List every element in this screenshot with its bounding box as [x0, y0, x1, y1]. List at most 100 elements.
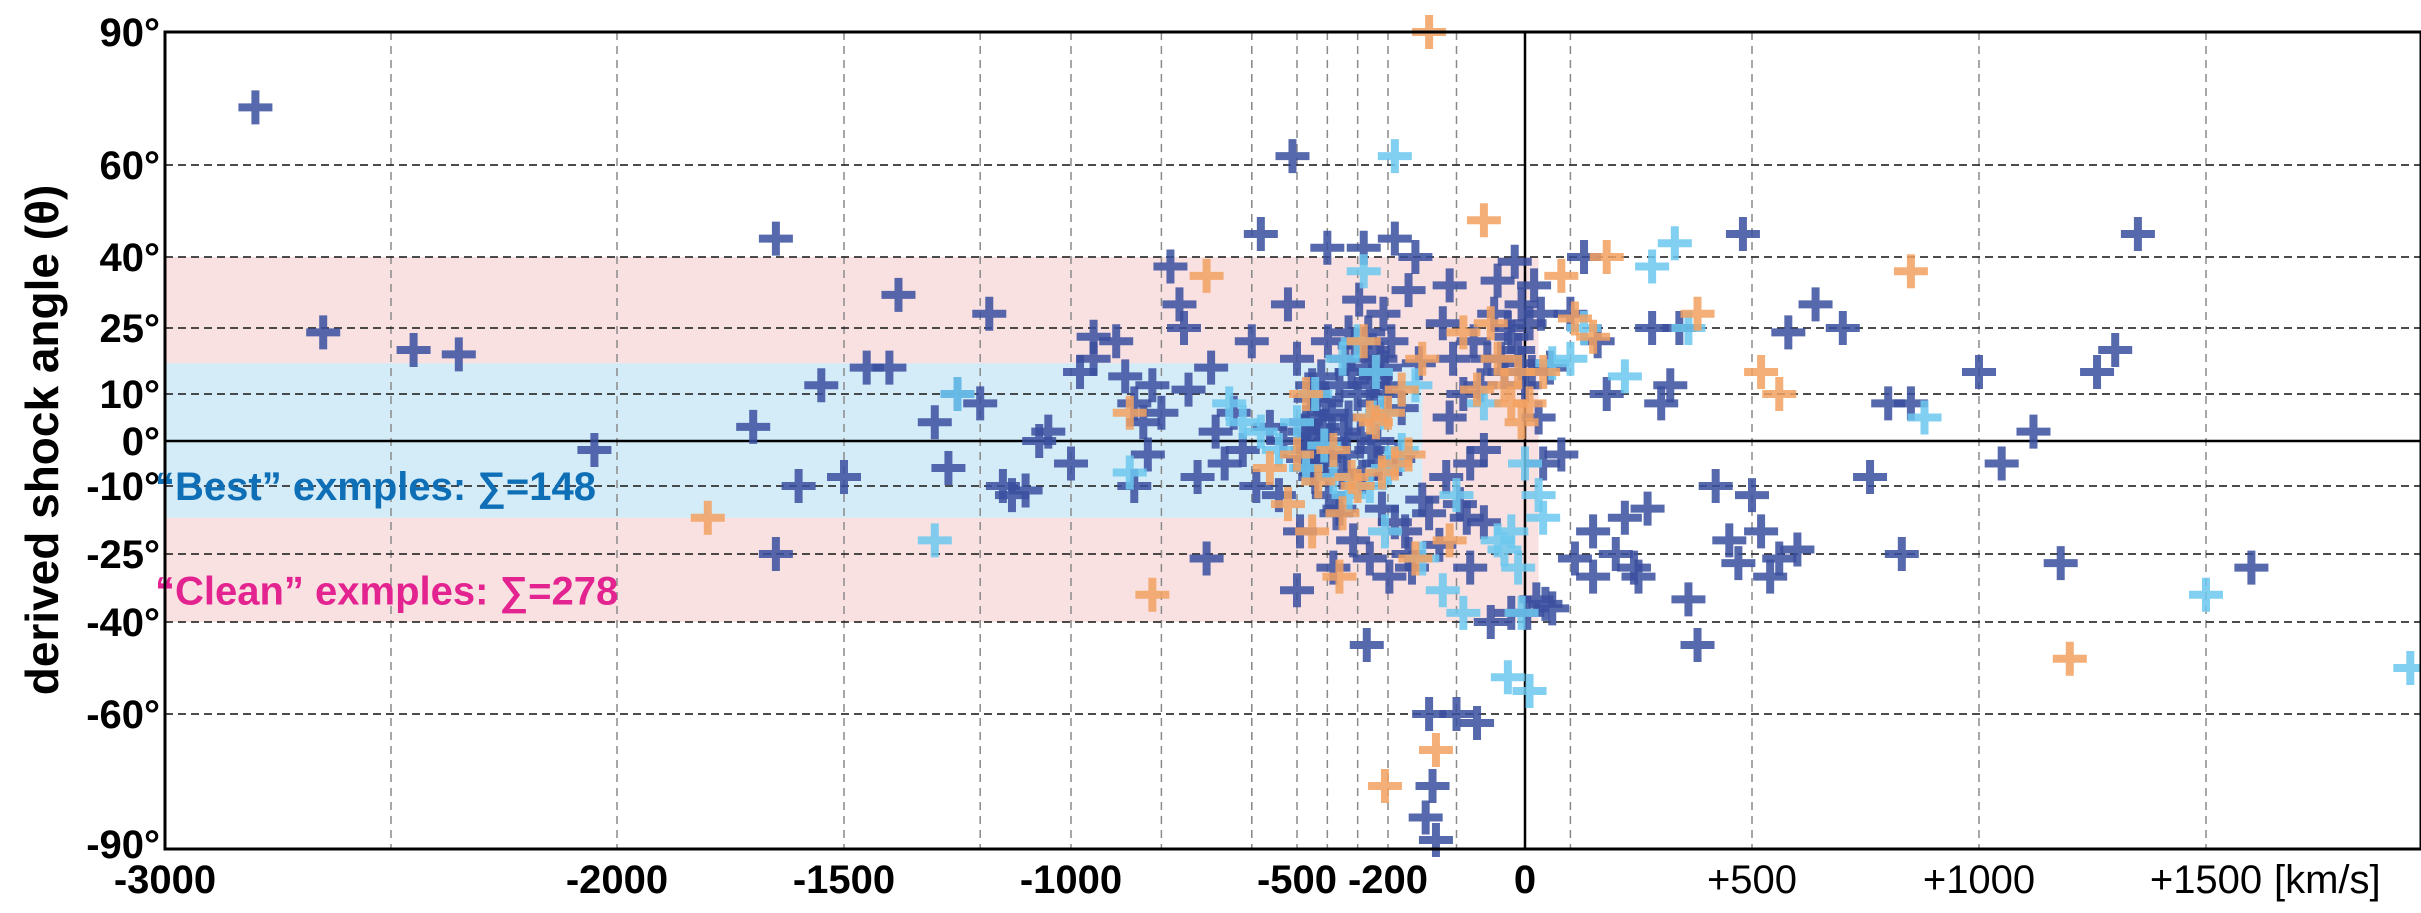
data-point	[1372, 559, 1407, 594]
data-point	[1054, 446, 1088, 481]
data-point	[1408, 800, 1443, 835]
data-point	[1371, 395, 1405, 430]
data-point	[1076, 341, 1111, 376]
y-tick-label: 25°	[100, 307, 161, 351]
data-point	[1425, 306, 1460, 341]
x-tick-label: -200	[1348, 858, 1428, 902]
data-point	[1453, 550, 1488, 585]
data-point	[1473, 605, 1508, 639]
y-tick-label: -10°	[86, 465, 160, 509]
data-point	[1322, 559, 1357, 594]
data-point	[1243, 217, 1278, 251]
data-point	[1528, 586, 1563, 621]
data-point	[963, 386, 998, 421]
data-point	[1635, 249, 1670, 284]
data-point	[1771, 315, 1806, 350]
data-point	[1212, 386, 1247, 421]
data-point	[1512, 386, 1547, 421]
data-point	[1436, 341, 1471, 376]
data-point	[1557, 301, 1592, 336]
data-point	[1135, 577, 1170, 612]
x-tick-label: -1000	[1020, 858, 1122, 902]
y-tick-label: -40°	[86, 601, 160, 645]
data-point	[1657, 226, 1692, 261]
data-point	[781, 469, 816, 503]
data-point	[1598, 537, 1633, 571]
data-point	[1198, 414, 1233, 449]
annotation-label: “Clean” exmples: ∑=278	[155, 569, 618, 613]
data-point	[1405, 341, 1440, 376]
data-point	[1367, 769, 1402, 803]
data-point	[1346, 324, 1381, 359]
data-point	[1753, 559, 1788, 594]
y-tick-label: 90°	[100, 11, 161, 55]
data-point	[1162, 287, 1197, 322]
data-point	[1336, 523, 1371, 558]
data-point	[1735, 478, 1769, 513]
data-point	[1644, 386, 1679, 421]
data-point	[1270, 487, 1305, 522]
data-point	[1460, 372, 1495, 407]
data-point	[804, 368, 839, 403]
data-point	[1712, 523, 1747, 558]
data-point	[1112, 455, 1147, 490]
data-point	[1234, 324, 1269, 359]
data-point	[1504, 595, 1539, 630]
data-point	[1744, 355, 1779, 389]
data-point	[1984, 446, 2019, 481]
x-tick-labels: -3000 -2000 -1500 -1000 -500 -200 0 +500 +1000 +1…	[114, 858, 2381, 902]
data-point	[1460, 706, 1495, 740]
data-point	[1371, 451, 1405, 485]
data-point	[1504, 287, 1539, 322]
data-point	[1415, 769, 1450, 803]
data-point	[1099, 324, 1134, 359]
data-point	[1391, 273, 1426, 308]
data-point	[2080, 355, 2115, 389]
y-axis-label: derived shock angle (θ)	[16, 185, 68, 696]
data-point	[1466, 203, 1501, 238]
data-point	[1621, 559, 1656, 594]
data-point	[441, 337, 476, 372]
data-point	[1398, 240, 1433, 274]
data-point	[1358, 355, 1393, 389]
data-point	[1480, 341, 1515, 376]
data-point	[1167, 311, 1201, 345]
data-point	[758, 221, 793, 256]
data-point	[1031, 414, 1066, 449]
data-point	[2016, 414, 2051, 449]
data-point	[1349, 628, 1384, 662]
data-point	[1280, 573, 1314, 608]
data-point	[1180, 460, 1215, 494]
data-point	[577, 433, 612, 467]
data-point	[1780, 532, 1815, 567]
data-point	[1497, 244, 1532, 279]
data-point	[1008, 473, 1043, 508]
data-point	[1744, 514, 1779, 549]
data-point	[1144, 395, 1179, 430]
data-point	[1798, 287, 1833, 322]
data-point	[1490, 660, 1525, 695]
data-point	[1521, 478, 1556, 513]
data-point	[2052, 641, 2087, 676]
data-point	[1680, 628, 1715, 662]
data-point	[1494, 319, 1529, 354]
data-point	[2043, 546, 2078, 581]
data-point	[1512, 674, 1547, 708]
y-tick-label: 60°	[100, 144, 161, 188]
data-point	[1439, 478, 1474, 513]
data-point	[396, 333, 431, 367]
data-point	[1280, 341, 1314, 376]
data-point	[1504, 405, 1539, 440]
data-point	[1680, 296, 1715, 331]
annotation-label: “Best” exmples: ∑=148	[155, 465, 596, 509]
data-point	[1671, 582, 1706, 617]
data-point	[1557, 541, 1592, 576]
data-point	[1501, 550, 1536, 585]
data-point	[1280, 437, 1314, 472]
data-point	[2393, 651, 2421, 685]
data-point	[1275, 139, 1310, 174]
data-point	[1325, 341, 1360, 376]
data-point	[1725, 217, 1760, 251]
data-point	[1377, 221, 1412, 256]
